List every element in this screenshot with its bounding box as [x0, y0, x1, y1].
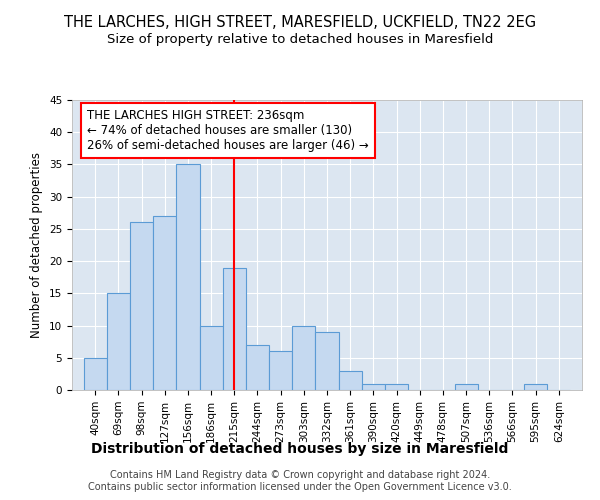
Bar	[316, 332, 338, 390]
Bar	[176, 164, 199, 390]
Bar	[153, 216, 176, 390]
Bar	[83, 358, 107, 390]
Bar	[338, 370, 362, 390]
Bar	[130, 222, 153, 390]
Text: THE LARCHES HIGH STREET: 236sqm
← 74% of detached houses are smaller (130)
26% o: THE LARCHES HIGH STREET: 236sqm ← 74% of…	[88, 108, 369, 152]
Text: Distribution of detached houses by size in Maresfield: Distribution of detached houses by size …	[91, 442, 509, 456]
Bar	[107, 294, 130, 390]
Text: Size of property relative to detached houses in Maresfield: Size of property relative to detached ho…	[107, 32, 493, 46]
Bar	[246, 345, 269, 390]
Y-axis label: Number of detached properties: Number of detached properties	[31, 152, 43, 338]
Bar	[385, 384, 408, 390]
Bar	[455, 384, 478, 390]
Bar	[292, 326, 316, 390]
Bar	[199, 326, 223, 390]
Bar	[223, 268, 246, 390]
Bar	[269, 352, 292, 390]
Bar	[362, 384, 385, 390]
Bar	[524, 384, 547, 390]
Text: Contains HM Land Registry data © Crown copyright and database right 2024.
Contai: Contains HM Land Registry data © Crown c…	[88, 470, 512, 492]
Text: THE LARCHES, HIGH STREET, MARESFIELD, UCKFIELD, TN22 2EG: THE LARCHES, HIGH STREET, MARESFIELD, UC…	[64, 15, 536, 30]
